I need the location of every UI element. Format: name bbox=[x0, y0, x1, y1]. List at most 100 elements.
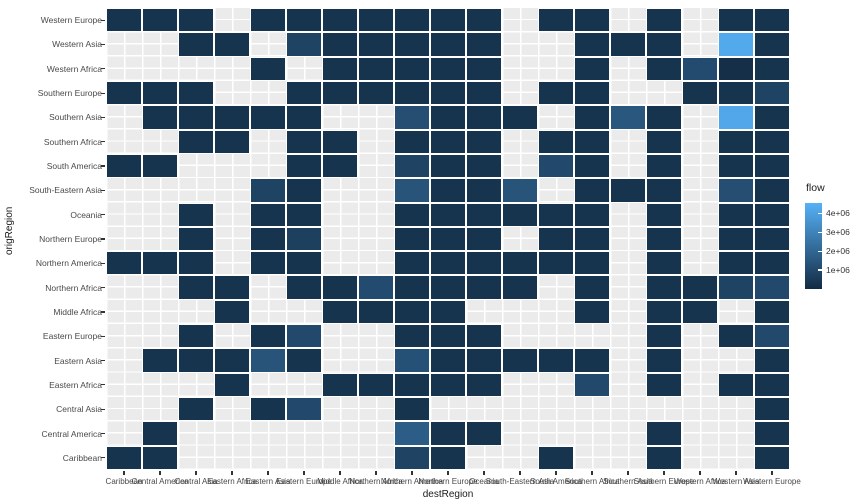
heatmap-cell bbox=[646, 348, 682, 373]
heatmap-cell bbox=[574, 178, 610, 203]
heatmap-cell bbox=[430, 80, 466, 106]
heatmap-cell bbox=[718, 251, 754, 276]
x-axis-tick bbox=[231, 471, 233, 475]
heatmap-cell bbox=[322, 56, 358, 81]
heatmap-cell bbox=[754, 178, 790, 203]
heatmap-cell bbox=[610, 32, 646, 57]
heatmap-cell bbox=[754, 421, 790, 446]
heatmap-cell bbox=[754, 226, 790, 252]
x-axis-label: Central Asia bbox=[174, 477, 218, 486]
x-axis-tick bbox=[123, 471, 125, 475]
heatmap-cell bbox=[754, 202, 790, 227]
y-axis-label: Central America bbox=[41, 428, 102, 439]
heatmap-cell bbox=[646, 178, 682, 203]
heatmap-cell bbox=[646, 56, 682, 81]
x-axis-tick bbox=[483, 471, 485, 475]
heatmap-cell bbox=[178, 251, 214, 276]
heatmap-cell bbox=[574, 80, 610, 106]
x-axis-tick bbox=[159, 471, 161, 475]
heatmap-cell bbox=[286, 32, 322, 57]
heatmap-cell bbox=[430, 348, 466, 373]
heatmap-cell bbox=[718, 372, 754, 398]
heatmap-cell bbox=[286, 324, 322, 349]
heatmap-cell bbox=[286, 105, 322, 130]
heatmap-cell bbox=[214, 299, 250, 325]
heatmap-cell bbox=[394, 397, 430, 422]
heatmap-cell bbox=[430, 421, 466, 446]
heatmap-cell bbox=[178, 226, 214, 252]
heatmap-cell bbox=[286, 8, 322, 33]
heatmap-cell bbox=[466, 421, 502, 446]
heatmap-cell bbox=[358, 372, 394, 398]
heatmap-cell bbox=[178, 275, 214, 300]
heatmap-cell bbox=[646, 226, 682, 252]
heatmap-cell bbox=[574, 153, 610, 179]
heatmap-cell bbox=[286, 226, 322, 252]
legend-tickmark bbox=[818, 231, 822, 233]
heatmap-cell bbox=[538, 445, 574, 470]
heatmap-cell bbox=[430, 202, 466, 227]
legend-tick-label: 1e+06 bbox=[826, 264, 850, 275]
heatmap-cell bbox=[646, 324, 682, 349]
x-axis-label: Eastern Europe bbox=[276, 477, 332, 486]
heatmap-cell bbox=[178, 129, 214, 154]
heatmap-cell bbox=[322, 8, 358, 33]
x-axis-label: Eastern Africa bbox=[207, 477, 257, 486]
heatmap-cell bbox=[214, 275, 250, 300]
heatmap-cell bbox=[718, 153, 754, 179]
x-axis-tick bbox=[195, 471, 197, 475]
heatmap-cell bbox=[106, 153, 142, 179]
heatmap-cell bbox=[430, 251, 466, 276]
heatmap-cell bbox=[286, 397, 322, 422]
heatmap-cell bbox=[574, 372, 610, 398]
legend: flow 4e+06 3e+06 2e+06 1e+06 bbox=[799, 182, 863, 302]
heatmap-cell bbox=[538, 8, 574, 33]
x-axis-tick bbox=[735, 471, 737, 475]
heatmap-cell bbox=[394, 299, 430, 325]
heatmap-cell bbox=[286, 178, 322, 203]
heatmap-cell bbox=[646, 251, 682, 276]
heatmap-cell bbox=[214, 372, 250, 398]
x-axis-tick bbox=[771, 471, 773, 475]
heatmap-cell bbox=[286, 348, 322, 373]
heatmap-cell bbox=[646, 275, 682, 300]
heatmap-cell bbox=[394, 8, 430, 33]
heatmap-cell bbox=[286, 153, 322, 179]
y-axis-tick bbox=[101, 408, 105, 410]
x-axis-tick bbox=[519, 471, 521, 475]
heatmap-cell bbox=[394, 275, 430, 300]
legend-title: flow bbox=[806, 182, 825, 194]
x-axis-label: Northern America bbox=[380, 477, 444, 486]
x-axis-label: Southern Africa bbox=[564, 477, 620, 486]
x-axis-label: Western Europe bbox=[743, 477, 801, 486]
heatmap-cell bbox=[394, 445, 430, 470]
heatmap-cell bbox=[394, 178, 430, 203]
heatmap-cell bbox=[466, 80, 502, 106]
heatmap-cell bbox=[646, 445, 682, 470]
heatmap-cell bbox=[286, 202, 322, 227]
x-axis-label: South-Eastern Asia bbox=[485, 477, 555, 486]
heatmap-cell bbox=[214, 105, 250, 130]
y-axis-label: Caribbean bbox=[62, 452, 102, 463]
heatmap-cell bbox=[610, 178, 646, 203]
x-axis-tick bbox=[699, 471, 701, 475]
x-axis-tick bbox=[627, 471, 629, 475]
y-axis-tick bbox=[101, 457, 105, 459]
heatmap-cell bbox=[106, 445, 142, 470]
heatmap-cell bbox=[430, 275, 466, 300]
heatmap-cell bbox=[538, 251, 574, 276]
heatmap-cell bbox=[430, 372, 466, 398]
heatmap-cell bbox=[394, 153, 430, 179]
heatmap-cell bbox=[718, 80, 754, 106]
heatmap-cell bbox=[106, 251, 142, 276]
heatmap-cell bbox=[430, 129, 466, 154]
heatmap-cell bbox=[250, 105, 286, 130]
x-axis-label: Oceania bbox=[469, 477, 499, 486]
heatmap-cell bbox=[466, 275, 502, 300]
legend-tickmark bbox=[818, 250, 822, 252]
y-axis-label: Western Asia bbox=[52, 39, 102, 50]
heatmap-cell bbox=[646, 299, 682, 325]
heatmap-cell bbox=[466, 202, 502, 227]
y-axis-tick bbox=[101, 116, 105, 118]
